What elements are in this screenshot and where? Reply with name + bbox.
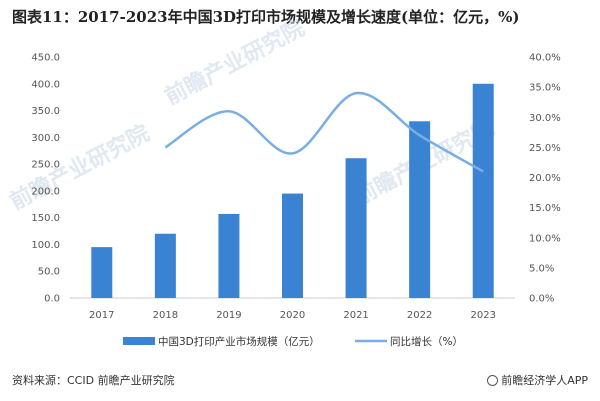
right-tick-label: 30.0% — [529, 113, 561, 124]
chart-title: 图表11：2017-2023年中国3D打印市场规模及增长速度(单位：亿元，%) — [12, 8, 520, 26]
left-tick-label: 250.0 — [31, 160, 60, 171]
left-tick-label: 450.0 — [31, 53, 60, 64]
brand-name: 前瞻经济学人APP — [501, 374, 588, 387]
right-tick-label: 15.0% — [529, 203, 561, 214]
legend-bar-swatch — [123, 337, 155, 345]
x-tick-label: 2021 — [343, 310, 368, 321]
bar-2022 — [409, 121, 431, 299]
right-tick-label: 25.0% — [529, 143, 561, 154]
watermark-text: 前瞻产业研究院 — [6, 120, 154, 215]
line-series — [164, 91, 484, 173]
watermark-text: 前瞻产业研究院 — [161, 15, 309, 110]
brand-logo-icon — [487, 375, 499, 386]
legend-line-label: 同比增长（%） — [390, 335, 463, 348]
bar-2020 — [282, 193, 303, 298]
right-tick-label: 40.0% — [529, 53, 561, 64]
left-tick-label: 0.0 — [44, 294, 60, 305]
left-tick-label: 300.0 — [31, 133, 60, 144]
source-note: 资料来源：CCID 前瞻产业研究院 — [12, 374, 175, 387]
x-tick-label: 2023 — [470, 310, 495, 321]
bar-2018 — [154, 233, 176, 298]
right-tick-label: 10.0% — [529, 233, 561, 244]
left-tick-label: 150.0 — [31, 213, 60, 224]
brand-credit: 前瞻经济学人APP — [487, 372, 588, 388]
right-tick-label: 0.0% — [529, 294, 554, 305]
x-tick-label: 2022 — [407, 310, 432, 321]
right-tick-label: 5.0% — [529, 263, 554, 274]
bar-2017 — [91, 247, 113, 298]
bar-2019 — [218, 213, 240, 298]
x-tick-label: 2020 — [280, 310, 305, 321]
right-tick-label: 35.0% — [529, 83, 561, 94]
left-tick-label: 200.0 — [31, 186, 60, 197]
bar-2021 — [345, 158, 367, 298]
x-tick-label: 2017 — [89, 310, 114, 321]
x-tick-label: 2018 — [153, 310, 178, 321]
right-tick-label: 20.0% — [529, 173, 561, 184]
bar-2023 — [472, 83, 494, 299]
left-tick-label: 350.0 — [31, 106, 60, 117]
right-axis-ticks: 0.0% 5.0% 10.0% 15.0% 20.0% 25.0% 30.0% 35.0% 40… — [529, 53, 561, 305]
legend: 中国3D打印产业市场规模（亿元） 同比增长（%） — [123, 335, 463, 348]
left-tick-label: 100.0 — [31, 240, 60, 251]
growth-line — [164, 91, 484, 173]
x-axis-ticks: 2017 2018 2019 2020 2021 2022 2023 — [89, 310, 496, 321]
left-tick-label: 400.0 — [31, 79, 60, 90]
legend-bar-label: 中国3D打印产业市场规模（亿元） — [158, 335, 320, 348]
x-tick-label: 2019 — [216, 310, 241, 321]
left-axis-ticks: 0.0 50.0 100.0 150.0 200.0 250.0 300.0 350.0 400… — [31, 53, 60, 305]
left-tick-label: 50.0 — [38, 267, 60, 278]
bar-series — [91, 83, 494, 299]
